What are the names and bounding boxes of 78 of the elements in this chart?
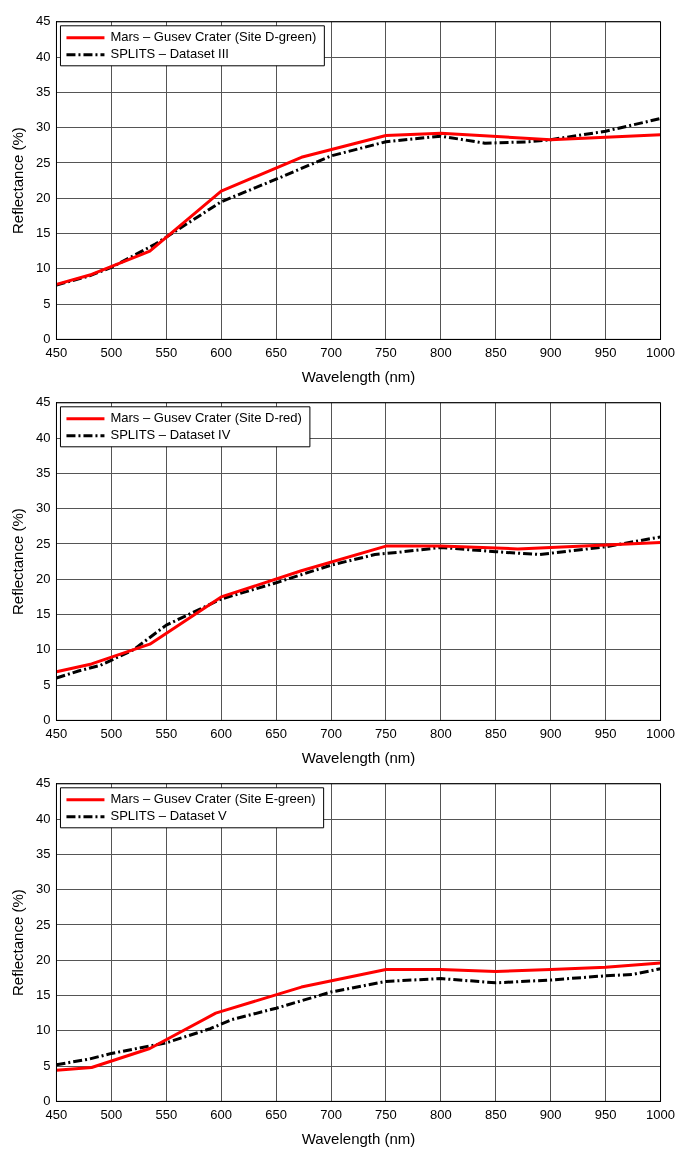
x-tick-label: 950 bbox=[594, 344, 617, 360]
x-tick-label: 900 bbox=[539, 725, 562, 741]
x-tick-label: 600 bbox=[210, 344, 233, 360]
x-tick-label: 800 bbox=[430, 725, 452, 741]
x-tick-label: 950 bbox=[594, 1106, 617, 1122]
x-tick-label: 850 bbox=[484, 1106, 507, 1122]
y-tick-label: 40 bbox=[35, 48, 51, 64]
y-tick-label: 35 bbox=[35, 845, 51, 861]
y-tick-label: 5 bbox=[43, 295, 51, 311]
legend-label: SPLITS – Dataset IV bbox=[110, 427, 231, 443]
x-tick-label: 500 bbox=[100, 725, 123, 741]
x-tick-label: 800 bbox=[430, 344, 452, 360]
x-tick-label: 450 bbox=[45, 725, 68, 741]
y-tick-label: 45 bbox=[35, 775, 51, 791]
legend-label: Mars – Gusev Crater (Site E-green) bbox=[110, 791, 316, 807]
y-tick-label: 20 bbox=[35, 570, 51, 586]
y-tick-label: 0 bbox=[43, 711, 51, 727]
y-tick-label: 40 bbox=[35, 810, 51, 826]
y-tick-label: 15 bbox=[35, 606, 51, 622]
y-axis-title: Reflectance (%) bbox=[9, 889, 27, 996]
x-tick-label: 700 bbox=[320, 725, 342, 741]
x-tick-label: 500 bbox=[100, 344, 123, 360]
x-axis-title: Wavelength (nm) bbox=[301, 368, 416, 386]
x-tick-label: 700 bbox=[320, 1106, 342, 1122]
y-tick-label: 25 bbox=[35, 154, 51, 170]
x-tick-label: 550 bbox=[155, 725, 178, 741]
y-tick-label: 5 bbox=[43, 676, 51, 692]
y-tick-label: 15 bbox=[35, 225, 51, 241]
x-tick-label: 600 bbox=[210, 725, 233, 741]
x-tick-label: 1000 bbox=[646, 344, 675, 360]
legend-label: SPLITS – Dataset V bbox=[110, 808, 228, 824]
x-tick-label: 500 bbox=[100, 1106, 123, 1122]
y-tick-label: 10 bbox=[35, 1022, 51, 1038]
y-tick-label: 10 bbox=[35, 641, 51, 657]
x-tick-label: 650 bbox=[265, 344, 287, 360]
x-tick-label: 1000 bbox=[646, 725, 675, 741]
x-tick-label: 800 bbox=[430, 1106, 452, 1122]
x-tick-label: 700 bbox=[320, 344, 342, 360]
y-tick-label: 30 bbox=[35, 500, 51, 516]
legend-label: SPLITS – Dataset III bbox=[110, 46, 229, 62]
y-tick-label: 45 bbox=[35, 394, 51, 410]
y-tick-label: 20 bbox=[35, 951, 51, 967]
y-tick-label: 5 bbox=[43, 1057, 51, 1073]
x-tick-label: 1000 bbox=[646, 1106, 675, 1122]
x-tick-label: 750 bbox=[375, 1106, 397, 1122]
y-tick-label: 15 bbox=[35, 987, 51, 1003]
y-tick-label: 35 bbox=[35, 464, 51, 480]
x-tick-label: 950 bbox=[594, 725, 617, 741]
y-axis-title: Reflectance (%) bbox=[9, 127, 27, 234]
x-tick-label: 750 bbox=[375, 344, 397, 360]
y-tick-label: 0 bbox=[43, 1092, 51, 1108]
y-tick-label: 30 bbox=[35, 119, 51, 135]
x-tick-label: 550 bbox=[155, 344, 178, 360]
y-tick-label: 20 bbox=[35, 189, 51, 205]
x-tick-label: 450 bbox=[45, 1106, 68, 1122]
x-axis-title: Wavelength (nm) bbox=[301, 749, 416, 767]
x-tick-label: 900 bbox=[539, 1106, 562, 1122]
x-tick-label: 550 bbox=[155, 1106, 178, 1122]
x-tick-label: 850 bbox=[484, 725, 507, 741]
x-tick-label: 650 bbox=[265, 1106, 287, 1122]
x-tick-label: 750 bbox=[375, 725, 397, 741]
x-tick-label: 850 bbox=[484, 344, 507, 360]
x-tick-label: 600 bbox=[210, 1106, 233, 1122]
x-tick-label: 900 bbox=[539, 344, 562, 360]
y-tick-label: 30 bbox=[35, 881, 51, 897]
y-axis-title: Reflectance (%) bbox=[9, 508, 27, 615]
y-tick-label: 40 bbox=[35, 429, 51, 445]
x-axis-title: Wavelength (nm) bbox=[301, 1130, 416, 1148]
x-tick-label: 450 bbox=[45, 344, 68, 360]
y-tick-label: 35 bbox=[35, 83, 51, 99]
y-tick-label: 25 bbox=[35, 916, 51, 932]
y-tick-label: 45 bbox=[35, 13, 51, 29]
y-tick-label: 25 bbox=[35, 535, 51, 551]
legend-label: Mars – Gusev Crater (Site D-green) bbox=[110, 29, 317, 45]
y-tick-label: 10 bbox=[35, 260, 51, 276]
legend-label: Mars – Gusev Crater (Site D-red) bbox=[110, 410, 302, 426]
x-tick-label: 650 bbox=[265, 725, 287, 741]
y-tick-label: 0 bbox=[43, 330, 51, 346]
